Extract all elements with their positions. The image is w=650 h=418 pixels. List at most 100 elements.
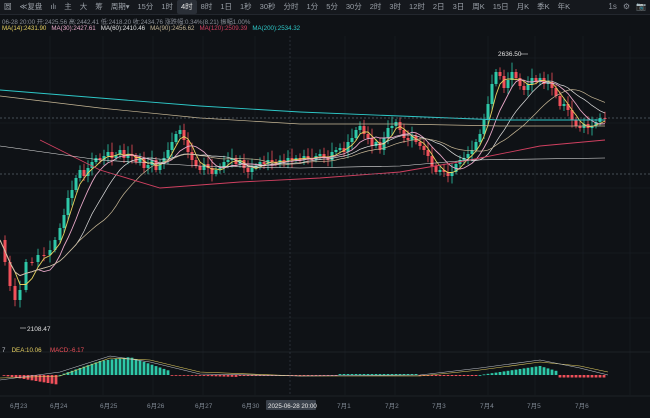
macd-bar: [118, 358, 122, 375]
candle-body: [154, 160, 158, 170]
candle-body: [438, 170, 442, 172]
candle-body: [182, 130, 186, 140]
macd-bar: [386, 374, 390, 375]
macd-bar: [66, 372, 70, 375]
toolbar-item[interactable]: 大: [79, 2, 88, 11]
candle-body: [510, 72, 514, 80]
macd-bar: [346, 374, 350, 375]
macd-bar: [518, 369, 522, 375]
toolbar-item[interactable]: 15分: [137, 2, 154, 11]
toolbar-item[interactable]: 1分: [306, 2, 319, 11]
macd-bar: [390, 374, 394, 375]
toolbar-item[interactable]: 30秒: [259, 2, 276, 11]
low-label: 2108.47: [27, 326, 51, 333]
toolbar-item[interactable]: ≪复盘: [19, 2, 43, 11]
macd-bar: [578, 375, 582, 378]
toolbar-item[interactable]: 2日: [432, 2, 445, 11]
x-axis-label: 6月30: [242, 402, 260, 410]
candle-body: [430, 156, 434, 166]
candle-body: [322, 154, 326, 158]
ma-legend: MA(14):2431.90 MA(30):2427.61 MA(60):2410.…: [2, 25, 305, 32]
gear-icon[interactable]: ⚙: [622, 2, 631, 11]
candle-body: [202, 164, 206, 170]
candle-body: [110, 152, 114, 158]
macd-bar: [414, 374, 418, 375]
macd-bar: [46, 375, 50, 383]
candle-body: [534, 78, 538, 82]
candle-body: [174, 134, 178, 142]
toolbar-item[interactable]: 年K: [557, 2, 571, 11]
toolbar-right: 1s ⚙ 📷: [608, 0, 646, 14]
time-label[interactable]: 1s: [608, 2, 617, 11]
macd-bar: [342, 374, 346, 375]
toolbar-item[interactable]: 30分: [345, 2, 362, 11]
candle-body: [506, 80, 510, 88]
macd-bar: [138, 360, 142, 375]
ma90-line: [0, 89, 606, 276]
toolbar-item[interactable]: 3日: [452, 2, 465, 11]
candle-body: [218, 168, 222, 170]
macd-bar: [490, 373, 494, 375]
candle-body: [494, 72, 498, 84]
toolbar-item[interactable]: 1时: [161, 2, 173, 11]
candle-body: [538, 78, 542, 82]
macd-bar: [218, 375, 222, 377]
candle-body: [490, 84, 494, 104]
toolbar-item[interactable]: 15日: [492, 2, 509, 11]
candle-body: [258, 162, 262, 166]
macd-bar: [402, 374, 406, 375]
macd-bar: [2, 375, 6, 376]
toolbar-item[interactable]: 主: [64, 2, 72, 11]
macd-bar: [130, 357, 134, 375]
candle-body: [550, 82, 554, 88]
macd-bar: [566, 375, 570, 378]
ma-flat-line: [0, 145, 606, 169]
candle-body: [418, 142, 422, 146]
toolbar-item[interactable]: 5分: [326, 2, 338, 11]
toolbar-item[interactable]: 1秒: [240, 2, 252, 11]
toolbar-item[interactable]: 分时: [283, 2, 299, 11]
ma-legend-item: MA(60):2410.46: [100, 25, 146, 32]
macd-bar: [198, 375, 202, 376]
macd-bar: [126, 357, 130, 375]
candle-body: [118, 150, 122, 155]
toolbar-item[interactable]: 8时: [200, 2, 213, 11]
candle-body: [278, 160, 282, 164]
macd-legend-item: DEA:10.06: [12, 347, 42, 354]
macd-bar: [162, 368, 166, 375]
toolbar-item[interactable]: ılı: [50, 2, 57, 11]
candle-body: [578, 126, 582, 128]
candle-body: [238, 160, 242, 164]
macd-bar: [602, 375, 606, 378]
macd-bar: [446, 375, 450, 376]
toolbar-item[interactable]: 周期▾: [110, 2, 130, 11]
toolbar-item[interactable]: 圆: [4, 2, 12, 11]
toolbar-item[interactable]: 1日: [220, 2, 232, 11]
toolbar-item[interactable]: 周K: [472, 2, 485, 11]
macd-bar: [486, 373, 490, 375]
toolbar-item[interactable]: 12时: [409, 2, 425, 11]
macd-bar: [394, 374, 398, 375]
x-axis-label: 7月1: [337, 402, 351, 410]
toolbar-item[interactable]: 4时: [176, 0, 197, 14]
candle-body: [178, 130, 182, 134]
toolbar-item[interactable]: 月K: [516, 2, 530, 11]
macd-bar: [102, 360, 106, 375]
candle-body: [594, 122, 598, 126]
macd-bar: [54, 375, 58, 385]
toolbar-item[interactable]: 3时: [389, 2, 402, 11]
camera-icon[interactable]: 📷: [636, 2, 646, 11]
macd-bar: [494, 372, 498, 375]
x-axis-label: 7月2: [385, 402, 399, 410]
macd-bar: [370, 374, 374, 375]
macd-bar: [114, 358, 118, 375]
macd-bar: [474, 375, 478, 376]
toolbar-item[interactable]: 筹: [95, 2, 103, 11]
toolbar-item[interactable]: 2时: [369, 2, 382, 11]
macd-bar: [442, 375, 446, 376]
macd-bar: [338, 374, 342, 375]
toolbar-item[interactable]: 季K: [537, 2, 550, 11]
candle-body: [86, 168, 90, 176]
macd-bar: [142, 361, 146, 375]
